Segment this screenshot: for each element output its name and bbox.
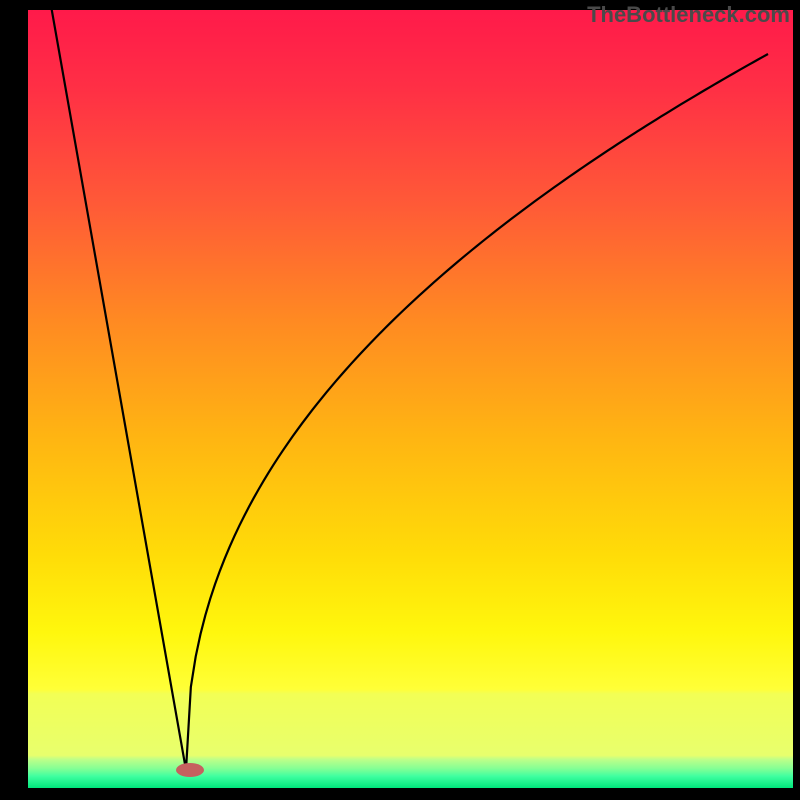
optimal-point-marker [176, 763, 204, 777]
gradient-background [28, 10, 793, 788]
watermark-text: TheBottleneck.com [587, 2, 790, 28]
chart-svg [28, 10, 793, 788]
chart-outer: TheBottleneck.com [0, 0, 800, 800]
chart-plot-area [28, 10, 793, 788]
